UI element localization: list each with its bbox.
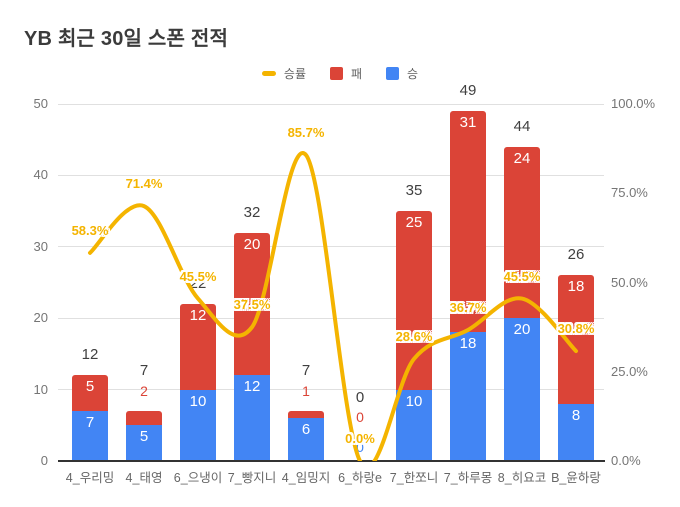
bar-total-label: 7 [139,362,149,380]
bar-segment-loss-8_히요코[interactable] [504,146,540,319]
bar-value-win: 10 [405,392,423,410]
bar-value-win: 7 [85,414,95,432]
bar-segment-loss-7_한쪼니[interactable] [396,211,432,390]
legend-item-loss[interactable]: 패 [330,65,362,82]
bar-value-loss: 24 [513,149,531,167]
bar-segment-loss-4_태영[interactable] [126,411,162,426]
bar-value-loss: 31 [459,114,477,132]
bar-total-label: 0 [355,389,365,406]
win-rate-label: 0.0% [345,431,375,446]
left-axis-tick-label: 30 [33,238,48,254]
x-axis-label-7_빵지니: 7_빵지니 [227,471,277,485]
bar-segment-loss-4_임밍지[interactable] [288,411,324,419]
x-axis-line [58,460,605,462]
left-axis-tick-label: 0 [40,453,48,468]
x-axis-label-4_임밍지: 4_임밍지 [281,471,331,485]
bar-value-win: 6 [301,421,311,439]
bar-value-loss: 18 [567,278,585,296]
line-dash-icon [261,71,276,76]
bar-total-label: 49 [459,82,477,100]
legend-item-win[interactable]: 승 [386,65,418,82]
win-rate-label: 85.7% [287,125,325,141]
chart-legend: 승률 패 승 [0,65,680,82]
bar-segment-win-8_히요코[interactable] [504,318,540,461]
legend-item-winrate[interactable]: 승률 [261,65,306,82]
win-rate-label: 71.4% [125,176,163,192]
bar-total-label: 44 [513,117,531,135]
legend-label-loss: 패 [351,67,363,81]
left-axis-tick-label: 50 [33,96,48,111]
right-axis-tick-label: 50.0% [611,274,648,290]
right-axis-tick-label: 75.0% [611,185,648,201]
x-axis-label-4_우리밍: 4_우리밍 [65,471,115,485]
win-rate-label: 36.7% [449,299,487,315]
bar-value-loss: 12 [189,306,207,324]
square-icon [386,67,400,80]
bar-total-label: 35 [405,182,423,200]
x-axis-label-7_한쪼니: 7_한쪼니 [389,471,439,485]
bar-value-loss: 20 [243,235,261,253]
bar-value-loss: 25 [405,214,423,232]
win-rate-label: 28.6% [395,328,433,344]
bar-total-label: 32 [243,203,261,221]
bar-value-loss: 2 [140,383,148,400]
legend-label-win: 승 [407,67,419,81]
x-axis-label-B_윤하랑: B_윤하랑 [551,471,601,485]
bar-total-label: 7 [301,362,311,380]
left-axis-tick-label: 10 [33,381,48,397]
bar-value-win: 12 [243,378,261,396]
win-rate-label: 45.5% [503,268,541,284]
win-rate-label: 37.5% [233,297,271,313]
right-axis-tick-label: 25.0% [611,363,648,379]
gridline [58,103,604,105]
bar-value-win: 8 [571,406,581,424]
win-rate-label: 30.8% [557,321,595,337]
win-rate-label: 45.5% [179,268,217,284]
x-axis-label-8_히요코: 8_히요코 [497,471,547,485]
bar-value-win: 20 [513,321,531,339]
win-rate-label: 58.3% [71,222,109,238]
bar-value-win: 18 [459,335,477,353]
legend-label-winrate: 승률 [283,67,306,81]
bar-value-loss: 5 [85,378,95,396]
x-axis-label-6_으냉이: 6_으냉이 [173,471,223,485]
square-icon [330,67,343,80]
x-axis-label-4_태영: 4_태영 [125,471,163,485]
bar-value-loss: 0 [356,409,364,425]
bar-value-win: 10 [189,392,207,410]
left-axis-tick-label: 20 [33,310,48,326]
bar-value-win: 5 [139,428,149,446]
bar-total-label: 26 [567,246,585,264]
right-axis-tick-label: 100.0% [611,96,656,111]
right-axis-tick-label: 0.0% [611,453,641,468]
x-axis-label-6_하랑e: 6_하랑e [338,471,382,485]
left-axis-tick-label: 40 [33,167,48,183]
x-axis-label-7_하루몽: 7_하루몽 [443,471,493,485]
chart-title: YB 최근 30일 스폰 전적 [24,28,229,50]
